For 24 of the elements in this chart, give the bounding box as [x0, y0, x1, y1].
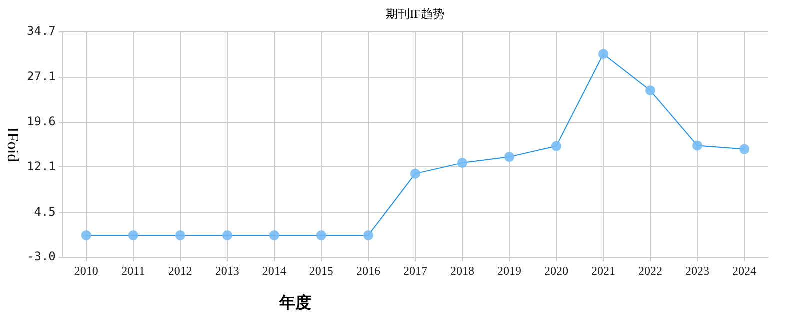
y-tick-label: 27.1 [26, 70, 56, 84]
x-tick-label: 2021 [591, 264, 616, 278]
x-tick-label: 2024 [732, 264, 756, 278]
y-axis-title: IFoid [4, 127, 21, 162]
x-tick-label: 2010 [74, 264, 98, 278]
x-axis-title: 年度 [278, 293, 312, 312]
y-tick-label: 19.6 [26, 114, 56, 128]
x-tick-label: 2012 [168, 264, 192, 278]
y-tick-label: -3.0 [26, 250, 56, 264]
x-tick-label: 2015 [309, 264, 334, 278]
y-tick-label: 4.5 [34, 204, 56, 219]
x-tick-label: 2011 [122, 264, 146, 278]
chart-title: 期刊IF趋势 [386, 7, 445, 22]
x-tick-label: 2014 [262, 264, 286, 278]
x-tick-label: 2013 [215, 264, 240, 278]
y-tick-label: 34.7 [26, 24, 56, 38]
y-tick-label: 12.1 [26, 159, 56, 174]
x-tick-label: 2017 [403, 264, 428, 278]
x-tick-label: 2022 [638, 264, 662, 278]
x-tick-label: 2023 [685, 264, 710, 278]
x-tick-label: 2019 [497, 264, 522, 278]
x-tick-label: 2016 [356, 264, 380, 278]
x-tick-label: 2020 [544, 264, 568, 278]
x-tick-label: 2018 [450, 264, 474, 278]
